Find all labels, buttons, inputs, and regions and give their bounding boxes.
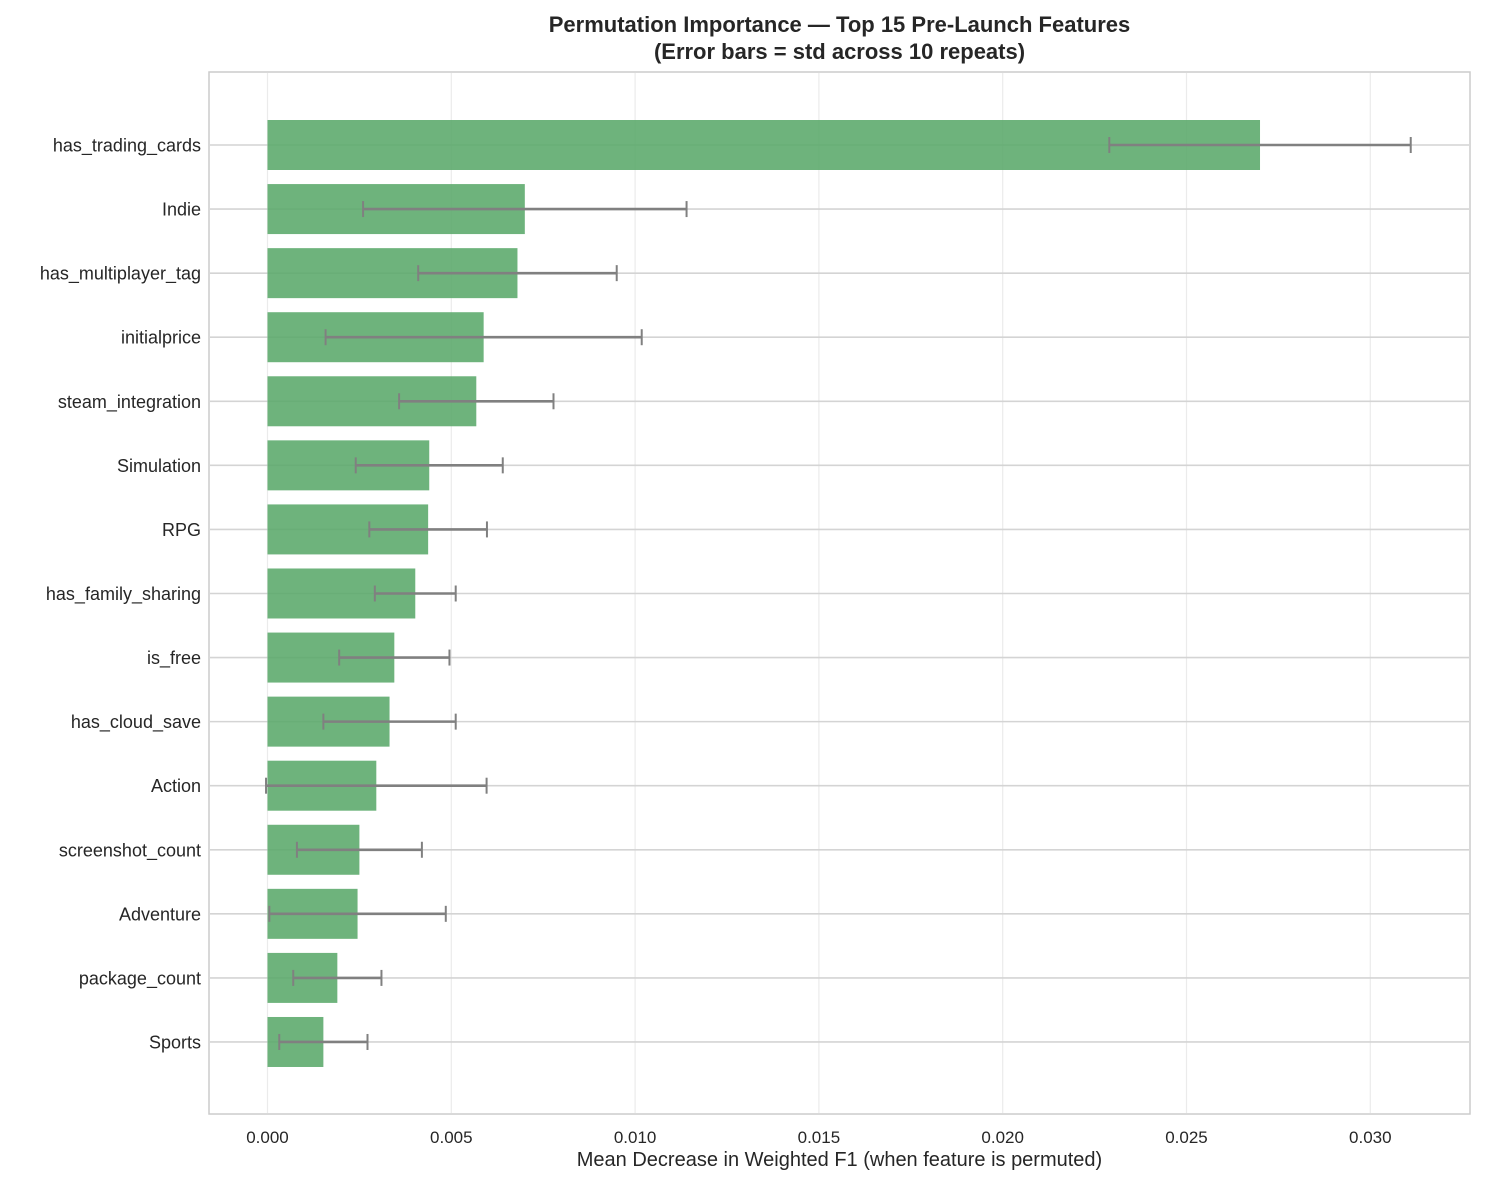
y-tick-labels: has_trading_cards Indie has_multiplayer_ta…	[40, 136, 201, 1053]
bar	[267, 120, 1261, 170]
chart-title: Permutation Importance — Top 15 Pre-Laun…	[548, 12, 1131, 37]
y-tick-label: package_count	[79, 968, 201, 989]
x-tick-label: 0.005	[430, 1128, 473, 1147]
y-tick-label: Indie	[162, 200, 201, 220]
y-tick-label: Sports	[149, 1032, 201, 1052]
x-tick-label: 0.025	[1165, 1128, 1208, 1147]
y-tick-label: Adventure	[119, 904, 201, 924]
y-tick-label: RPG	[162, 520, 201, 540]
x-axis-label: Mean Decrease in Weighted F1 (when featu…	[577, 1149, 1102, 1171]
y-tick-label: has_multiplayer_tag	[40, 264, 201, 285]
y-tick-label: steam_integration	[58, 392, 201, 413]
y-tick-label: Action	[151, 776, 201, 796]
error-bars	[265, 137, 1412, 1050]
x-tick-label: 0.015	[798, 1128, 841, 1147]
x-tick-label: 0.020	[981, 1128, 1024, 1147]
chart-subtitle: (Error bars = std across 10 repeats)	[653, 39, 1026, 64]
y-tick-label: is_free	[147, 648, 201, 669]
y-tick-label: has_family_sharing	[46, 584, 201, 605]
x-tick-label: 0.000	[246, 1128, 289, 1147]
y-tick-label: Simulation	[117, 456, 201, 476]
y-tick-label: has_cloud_save	[71, 712, 201, 733]
y-tick-label: screenshot_count	[59, 840, 201, 861]
x-tick-labels: 0.000 0.005 0.010 0.015 0.020 0.025 0.030	[246, 1128, 1391, 1147]
x-tick-label: 0.010	[614, 1128, 657, 1147]
y-tick-label: has_trading_cards	[53, 136, 201, 157]
x-tick-label: 0.030	[1349, 1128, 1392, 1147]
y-tick-label: initialprice	[121, 328, 201, 348]
